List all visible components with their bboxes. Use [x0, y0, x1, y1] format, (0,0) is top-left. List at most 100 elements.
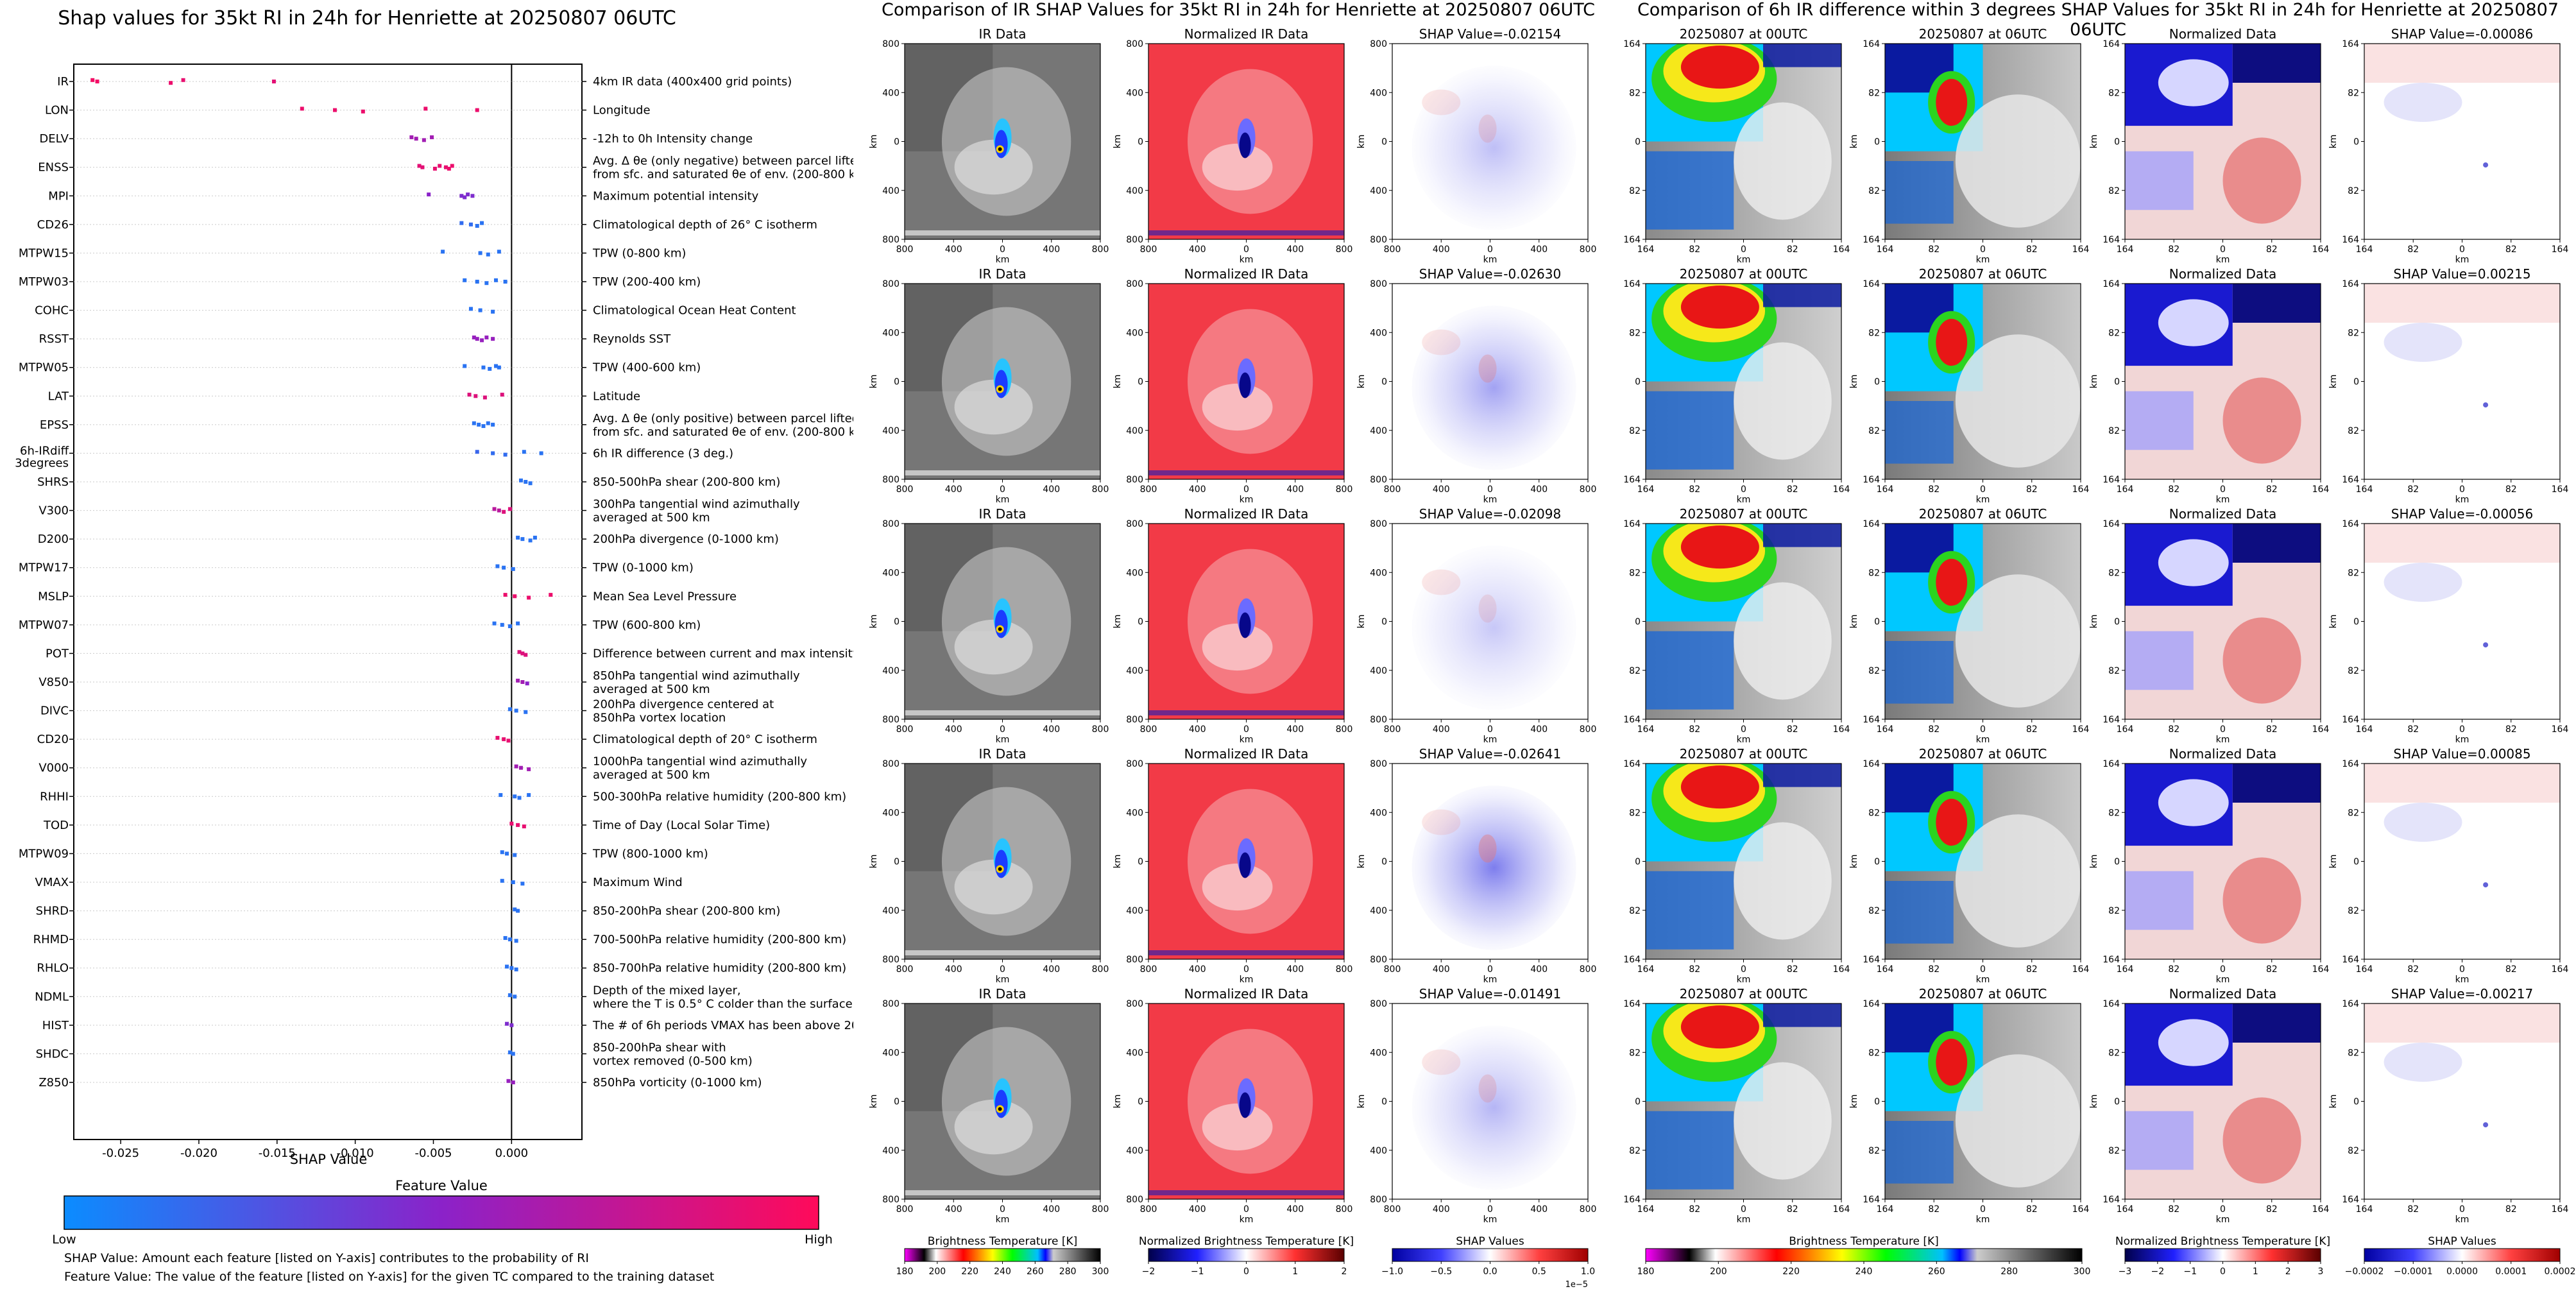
x-tick-label: 164: [2072, 724, 2090, 735]
y-tick-label: 164: [1623, 955, 1641, 965]
y-tick-label: 400: [1370, 568, 1387, 578]
y-tick-label: 400: [882, 568, 900, 578]
shap-point: [509, 966, 514, 970]
y-axis-label: km: [1356, 1095, 1367, 1109]
shap-point: [497, 365, 501, 370]
x-tick-label: 800: [896, 484, 914, 495]
y-tick-label: 164: [2342, 759, 2359, 769]
y-tick-label: 164: [1623, 475, 1641, 485]
x-tick-label: 800: [1140, 964, 1157, 975]
panel-image: [1646, 524, 1841, 719]
shap-point: [549, 593, 553, 597]
panel-title: Normalized IR Data: [1184, 506, 1309, 522]
panel-image: [1148, 1003, 1344, 1199]
panel-image: [2125, 44, 2321, 239]
y-tick-label: 0: [1138, 137, 1143, 148]
panel-image: [905, 524, 1100, 719]
panel-title: Normalized IR Data: [1184, 986, 1309, 1002]
feature-desc: 850-200hPa shear (200-800 km): [593, 905, 780, 918]
x-axis-label: km: [1737, 495, 1751, 505]
diff-comparison-panel: Comparison of 6h IR difference within 3 …: [1620, 0, 2576, 1289]
feature-name: D200: [38, 533, 69, 546]
y-tick-label: 164: [1863, 235, 1880, 245]
colorbar-tick: 2: [1342, 1267, 1347, 1277]
x-tick-label: 400: [1043, 964, 1060, 975]
panel-image: [1148, 44, 1344, 239]
feature-row: MTPW03 TPW (200-400 km): [19, 275, 701, 289]
y-tick-label: 800: [1370, 519, 1387, 529]
shap-point: [502, 737, 506, 742]
feature-desc-line: 200hPa divergence centered at: [593, 698, 774, 712]
shap-point: [503, 935, 508, 940]
y-tick-label: 0: [1874, 617, 1880, 627]
y-tick-label: 164: [2342, 475, 2359, 485]
x-tick-label: 82: [2505, 244, 2517, 255]
shap-point: [486, 252, 490, 257]
feature-row: MPI Maximum potential intensity: [48, 189, 758, 203]
x-tick-label: -0.020: [180, 1147, 218, 1160]
shap-point: [478, 308, 482, 312]
x-tick-label: 0: [1741, 724, 1746, 735]
x-tick-label: 82: [1928, 964, 1940, 975]
shap-point: [484, 281, 489, 286]
x-tick-label: 82: [1787, 484, 1798, 495]
feature-desc: 700-500hPa relative humidity (200-800 km…: [593, 933, 846, 946]
x-tick-label: 400: [1530, 964, 1548, 975]
shap-point: [493, 278, 498, 282]
x-tick-label: 800: [1140, 724, 1157, 735]
x-tick-label: 0: [1980, 1204, 1986, 1215]
x-axis-label: km: [2216, 255, 2230, 265]
feature-row: LAT Latitude: [48, 389, 640, 403]
x-axis-label: km: [1737, 255, 1751, 265]
shap-point: [514, 967, 518, 971]
shap-point: [503, 280, 508, 284]
colorbar-tick: 260: [1928, 1267, 1945, 1277]
y-tick-label: 82: [1868, 88, 1880, 98]
y-axis-label: km: [869, 615, 879, 629]
y-tick-label: 800: [1126, 955, 1143, 965]
x-tick-label: 82: [2266, 1204, 2278, 1215]
shap-rows: IR 4km IR data (400x400 grid points) LON Lo…: [15, 75, 853, 1089]
x-tick-label: 400: [1189, 484, 1206, 495]
x-tick-label: 164: [2356, 484, 2373, 495]
colorbar-tick: 300: [2074, 1267, 2091, 1277]
y-tick-label: 164: [1623, 235, 1641, 245]
x-tick-label: 0: [2459, 1204, 2465, 1215]
x-tick-label: 800: [1580, 484, 1597, 495]
x-axis-label: km: [2455, 1215, 2469, 1225]
shap-point: [500, 850, 504, 855]
x-tick-label: 82: [2266, 964, 2278, 975]
y-tick-label: 82: [1629, 906, 1641, 916]
colorbar-tick: 300: [1092, 1267, 1109, 1277]
x-tick-label: 800: [1580, 964, 1597, 975]
y-tick-label: 400: [1126, 808, 1143, 818]
panel-title: 20250807 at 00UTC: [1680, 26, 1808, 42]
panel-title: SHAP Value=-0.02630: [1419, 266, 1561, 282]
x-tick-label: 164: [2117, 484, 2134, 495]
y-tick-label: 400: [1126, 906, 1143, 916]
x-tick-label: 82: [2168, 964, 2179, 975]
panel-title: SHAP Value=-0.00056: [2391, 506, 2533, 522]
x-tick-label: 164: [1637, 244, 1655, 255]
panel-title: SHAP Value=-0.02154: [1419, 26, 1561, 42]
feature-name: HIST: [42, 1019, 69, 1032]
y-axis-label: km: [1849, 375, 1859, 389]
feature-row: HIST The # of 6h periods VMAX has been ab…: [42, 1019, 853, 1032]
shap-point: [500, 622, 504, 627]
shap-point: [475, 108, 479, 112]
panel-image: [1646, 1003, 1841, 1199]
shap-point: [181, 78, 185, 82]
shap-point: [271, 80, 276, 83]
x-axis-label: km: [1737, 735, 1751, 745]
x-tick-label: 82: [1928, 484, 1940, 495]
y-tick-label: 400: [882, 186, 900, 196]
y-tick-label: 0: [1635, 377, 1641, 388]
y-axis-label: km: [869, 135, 879, 149]
x-tick-label: 400: [1433, 964, 1450, 975]
shap-point: [516, 909, 520, 913]
panel-image: [905, 284, 1100, 479]
feature-desc: 200hPa divergence (0-1000 km): [593, 533, 779, 546]
x-axis-label: km: [2455, 975, 2469, 985]
x-tick-label: 82: [2266, 724, 2278, 735]
